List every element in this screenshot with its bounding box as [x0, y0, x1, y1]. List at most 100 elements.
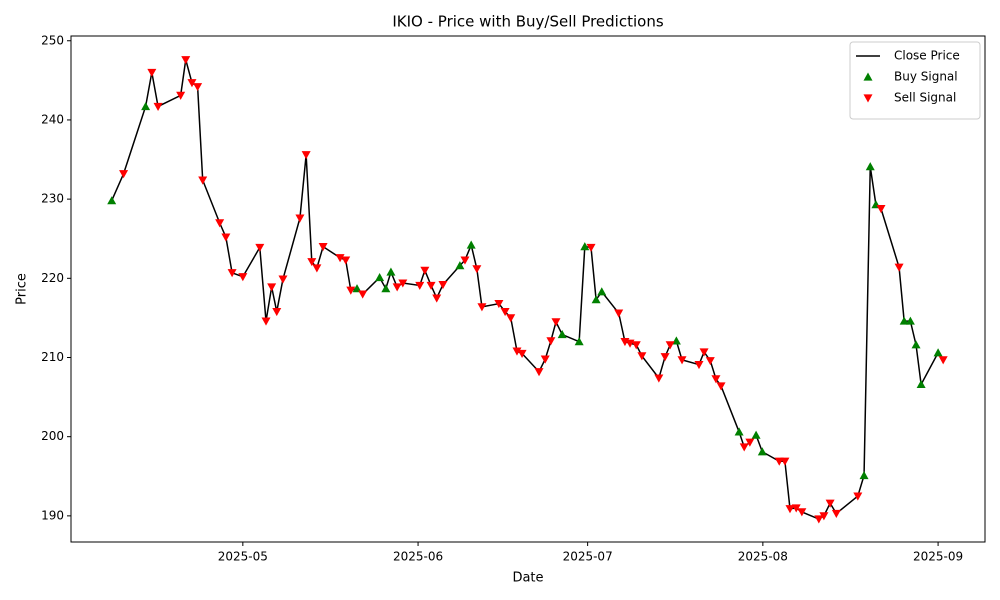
sell-marker	[785, 505, 795, 514]
buy-marker	[671, 336, 681, 345]
sell-marker	[819, 512, 829, 521]
sell-marker	[261, 317, 271, 326]
buy-marker	[455, 261, 465, 270]
sell-marker	[791, 504, 801, 513]
sell-marker	[705, 357, 715, 366]
sell-marker	[198, 176, 208, 185]
buy-marker	[865, 162, 875, 171]
y-tick-label: 190	[41, 508, 64, 522]
sell-marker	[187, 79, 197, 88]
y-tick-label: 250	[41, 33, 64, 47]
sell-marker	[221, 233, 231, 242]
sell-marker	[876, 205, 886, 214]
sell-marker	[295, 214, 305, 223]
sell-marker	[711, 375, 721, 384]
buy-marker	[751, 430, 761, 439]
sell-marker	[534, 368, 544, 377]
sell-marker	[654, 374, 664, 383]
buy-marker	[757, 447, 767, 456]
sell-marker	[551, 318, 561, 327]
sell-marker	[438, 281, 448, 290]
buy-marker	[352, 284, 362, 293]
x-tick-label: 2025-07	[563, 550, 613, 564]
sell-marker	[392, 283, 402, 292]
sell-marker	[699, 348, 709, 357]
sell-marker	[660, 353, 670, 362]
sell-marker	[814, 515, 824, 524]
sell-marker	[432, 294, 442, 303]
sell-marker	[341, 256, 351, 265]
buy-marker	[591, 295, 601, 304]
sell-marker	[278, 275, 288, 284]
buy-marker	[386, 267, 396, 276]
buy-marker	[574, 337, 584, 346]
sell-marker	[938, 356, 948, 365]
sell-marker	[176, 91, 186, 100]
legend-label: Close Price	[894, 49, 960, 63]
sell-marker	[147, 68, 157, 77]
legend-label: Sell Signal	[894, 91, 956, 105]
sell-marker	[272, 307, 282, 317]
x-tick-label: 2025-06	[393, 550, 443, 564]
sell-marker	[193, 83, 203, 92]
legend-box	[849, 41, 981, 120]
sell-marker	[460, 256, 470, 265]
sell-marker	[398, 279, 408, 288]
sell-marker	[301, 151, 311, 160]
buy-marker	[905, 316, 915, 325]
sell-marker	[238, 273, 248, 282]
sell-marker	[335, 254, 345, 263]
y-tick-label: 230	[41, 192, 64, 206]
x-axis-label: Date	[512, 571, 543, 586]
sell-marker	[119, 170, 129, 179]
sell-marker	[255, 243, 265, 252]
y-tick-label: 240	[41, 112, 64, 126]
sell-marker	[346, 286, 356, 295]
plot-frame	[70, 35, 986, 543]
sell-marker	[665, 341, 675, 350]
sell-marker	[825, 499, 835, 508]
sell-marker	[358, 290, 368, 299]
sell-marker	[637, 352, 647, 361]
sell-marker	[739, 443, 749, 452]
sell-marker	[227, 269, 237, 278]
sell-marker	[780, 457, 790, 466]
legend-label: Buy Signal	[894, 70, 958, 84]
sell-marker	[745, 438, 755, 447]
sell-marker	[215, 219, 225, 228]
sell-marker	[181, 56, 191, 65]
sell-marker	[307, 258, 317, 267]
sell-marker	[797, 508, 807, 517]
buy-marker	[580, 242, 590, 251]
buy-marker	[466, 240, 476, 249]
legend-marker	[863, 72, 873, 81]
y-tick-label: 200	[41, 429, 64, 443]
sell-marker	[153, 102, 163, 111]
y-axis-label: Price	[15, 273, 30, 305]
sell-marker	[472, 265, 482, 274]
buy-marker	[933, 348, 943, 357]
sell-marker	[540, 355, 550, 364]
sell-marker	[267, 283, 277, 292]
sell-marker	[631, 341, 641, 350]
buy-marker	[859, 470, 869, 480]
sell-marker	[517, 349, 527, 359]
buy-marker	[141, 101, 151, 111]
x-tick-label: 2025-08	[738, 550, 788, 564]
x-tick-label: 2025-09	[913, 550, 963, 564]
y-tick-label: 220	[41, 271, 64, 285]
sell-marker	[512, 347, 522, 356]
buy-marker	[899, 316, 909, 325]
buy-marker	[597, 287, 607, 296]
buy-marker	[107, 196, 117, 205]
sell-marker	[831, 509, 841, 518]
sell-marker	[586, 243, 596, 252]
sell-marker	[546, 337, 556, 346]
buy-marker	[916, 379, 926, 389]
sell-marker	[318, 243, 328, 252]
buy-marker	[734, 427, 744, 436]
sell-marker	[694, 361, 704, 370]
sell-marker	[894, 263, 904, 272]
